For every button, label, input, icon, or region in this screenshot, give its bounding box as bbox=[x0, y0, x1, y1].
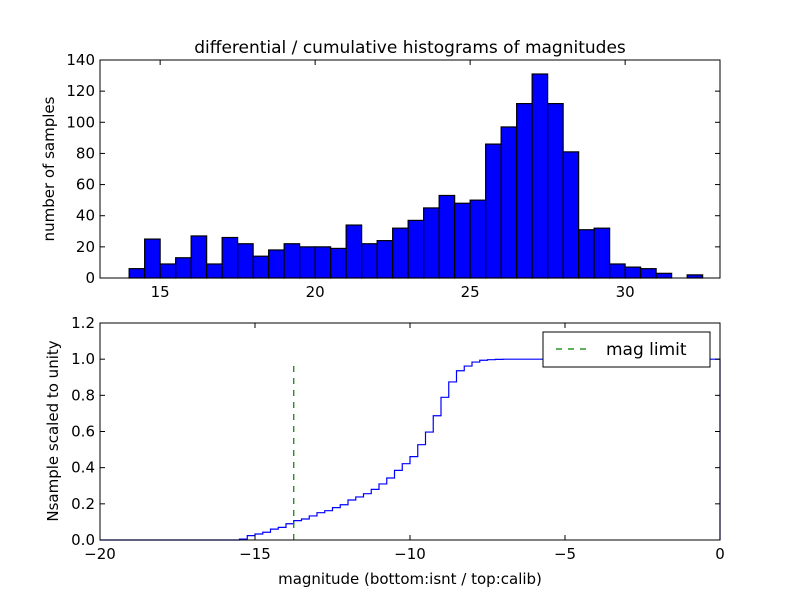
legend-mag-limit-label: mag limit bbox=[606, 340, 687, 360]
bottom-y-axis-label: Nsample scaled to unity bbox=[44, 340, 62, 521]
histogram-bar bbox=[361, 243, 378, 279]
x-tick-label: −10 bbox=[394, 545, 426, 563]
histogram-bar bbox=[531, 73, 549, 279]
x-tick-label: 25 bbox=[461, 283, 480, 301]
histogram-bar bbox=[314, 246, 332, 279]
y-tick-label: 0 bbox=[85, 269, 95, 287]
x-tick-label: −15 bbox=[239, 545, 271, 563]
histogram-bar bbox=[392, 227, 409, 279]
histogram-bar bbox=[159, 263, 177, 279]
y-tick-label: 140 bbox=[66, 51, 95, 69]
histogram-bar bbox=[578, 229, 595, 279]
y-tick-label: 20 bbox=[76, 238, 95, 256]
histogram-bar bbox=[423, 207, 440, 279]
y-tick-label: 0.2 bbox=[71, 495, 95, 513]
y-tick-label: 0.6 bbox=[71, 423, 95, 441]
histogram-bar bbox=[221, 236, 239, 279]
histogram-bar bbox=[237, 243, 254, 279]
y-tick-label: 0.0 bbox=[71, 531, 95, 549]
histogram-bar bbox=[469, 199, 487, 279]
histogram-bar bbox=[562, 151, 580, 279]
histogram-bar bbox=[454, 202, 471, 279]
cumulative-step-line bbox=[100, 358, 721, 541]
histogram-bar bbox=[593, 227, 611, 279]
bottom-cumulative-axes: −20 −15 −10 −5 0 0.0 0.2 0.4 0.6 0.8 1.0 1.2 bbox=[71, 314, 725, 563]
histogram-bar bbox=[438, 194, 456, 279]
histogram-bar bbox=[624, 266, 642, 279]
x-tick-label: 30 bbox=[616, 283, 635, 301]
histogram-bar bbox=[283, 243, 301, 279]
histogram-bar bbox=[640, 268, 657, 279]
y-tick-label: 80 bbox=[76, 144, 95, 162]
y-tick-label: 0.4 bbox=[71, 459, 95, 477]
x-tick-label: 20 bbox=[306, 283, 325, 301]
top-y-axis-label: number of samples bbox=[40, 96, 58, 241]
x-tick-label: 15 bbox=[151, 283, 170, 301]
x-tick-label: −5 bbox=[554, 545, 576, 563]
histogram-bar bbox=[345, 224, 363, 279]
chart-title: differential / cumulative histograms of … bbox=[194, 38, 626, 58]
y-tick-label: 120 bbox=[66, 82, 95, 100]
histogram-bar bbox=[190, 235, 208, 279]
x-tick-label: 0 bbox=[715, 545, 725, 563]
histogram-bar bbox=[206, 263, 223, 279]
bottom-x-axis-label: magnitude (bottom:isnt / top:calib) bbox=[278, 570, 542, 588]
y-tick-label: 1.2 bbox=[71, 314, 95, 332]
top-histogram-axes: 15 20 25 30 0 20 40 60 80 100 120 140 bbox=[66, 51, 721, 301]
histogram-bar bbox=[252, 255, 270, 279]
histogram-bar bbox=[407, 219, 425, 279]
histogram-bar bbox=[485, 143, 502, 279]
x-tick-label: −20 bbox=[84, 545, 116, 563]
axes-frame bbox=[99, 59, 721, 279]
histogram-bar bbox=[299, 246, 316, 279]
y-tick-label: 0.8 bbox=[71, 386, 95, 404]
y-tick-label: 40 bbox=[76, 207, 95, 225]
histogram-bar bbox=[175, 257, 192, 279]
histogram-bar bbox=[500, 126, 518, 279]
y-tick-label: 100 bbox=[66, 113, 95, 131]
histogram-bar bbox=[655, 272, 673, 279]
y-tick-label: 1.0 bbox=[71, 350, 95, 368]
histogram-bar bbox=[268, 249, 285, 279]
histogram-bar bbox=[128, 268, 146, 279]
histogram-bar bbox=[547, 102, 564, 279]
histogram-bar bbox=[376, 240, 394, 279]
histogram-bar bbox=[609, 263, 626, 279]
histogram-bar bbox=[330, 247, 347, 279]
histogram-bar bbox=[144, 238, 161, 279]
axes-frame bbox=[99, 322, 721, 541]
histogram-bar bbox=[516, 102, 533, 279]
legend: mag limit bbox=[542, 331, 711, 368]
y-tick-label: 60 bbox=[76, 176, 95, 194]
